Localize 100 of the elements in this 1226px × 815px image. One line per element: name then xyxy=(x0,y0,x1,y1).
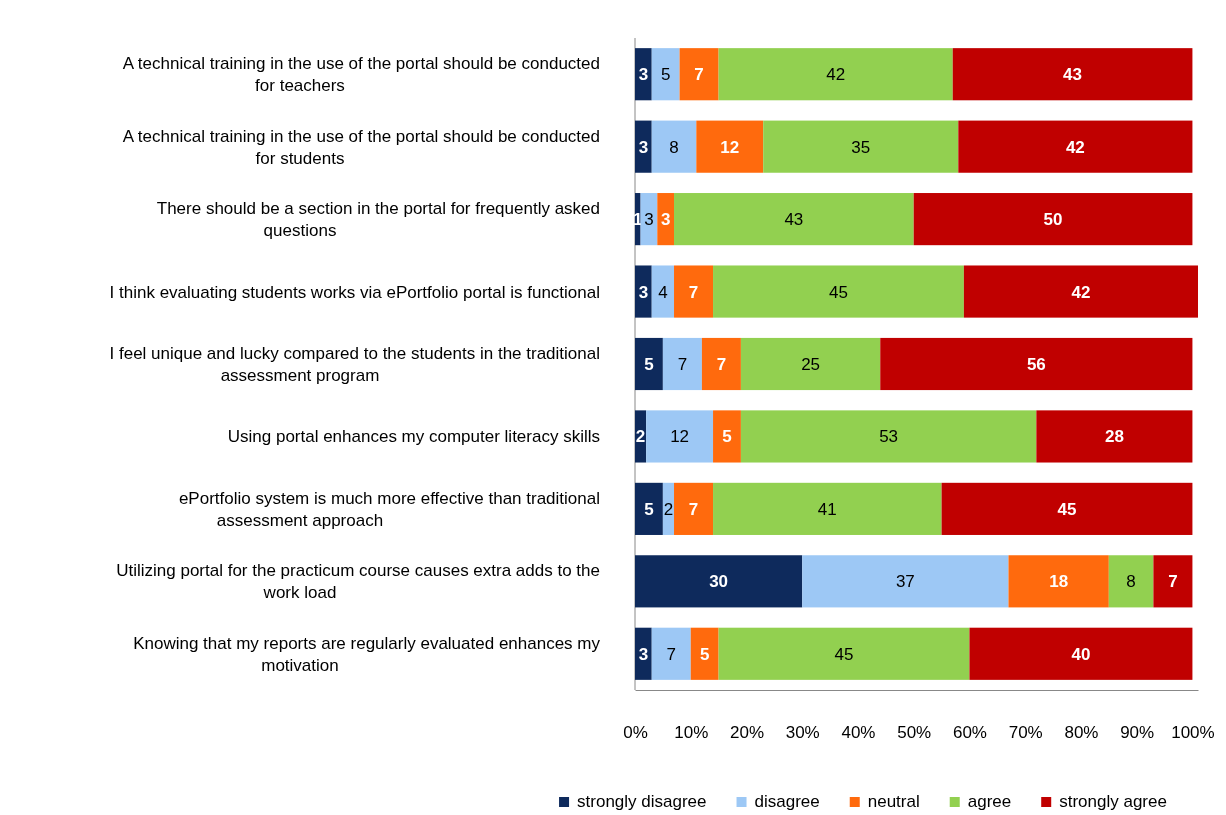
data-label: 35 xyxy=(851,137,871,157)
data-label: 45 xyxy=(1057,499,1077,519)
bar xyxy=(657,193,675,246)
bar xyxy=(763,120,959,173)
bar xyxy=(651,48,680,101)
data-label: 45 xyxy=(834,644,854,664)
bar xyxy=(718,627,970,680)
data-label: 5 xyxy=(644,499,654,519)
x-tick-label: 90% xyxy=(1120,723,1155,743)
data-label: 5 xyxy=(699,644,710,664)
y-tick-label: Using portal enhances my computer literacy skills xyxy=(227,427,600,447)
data-label: 42 xyxy=(1071,282,1091,302)
data-label: 5 xyxy=(722,427,732,447)
data-label: 3 xyxy=(638,65,649,85)
data-label: 42 xyxy=(1065,137,1085,157)
legend-label: neutral xyxy=(867,792,920,811)
legend-label: strongly agree xyxy=(1059,792,1167,811)
bar xyxy=(696,120,764,173)
data-label: 7 xyxy=(1168,572,1178,592)
bar xyxy=(713,482,942,535)
bar xyxy=(651,265,675,318)
data-label: 7 xyxy=(677,355,688,374)
y-tick-label: Utilizing portal for the practicum course causes extra adds to the work load xyxy=(116,561,600,603)
data-label: 42 xyxy=(826,65,846,85)
bar xyxy=(674,265,714,318)
data-label: 50 xyxy=(1043,210,1063,230)
data-label: 7 xyxy=(694,65,704,85)
bar xyxy=(646,410,714,463)
x-tick-label: 0% xyxy=(623,723,648,743)
x-tick-label: 10% xyxy=(674,723,709,743)
data-label: 53 xyxy=(879,427,899,447)
data-label: 4 xyxy=(658,282,668,302)
bar xyxy=(913,193,1193,246)
data-label: 5 xyxy=(644,355,654,374)
bar xyxy=(651,120,697,173)
bar xyxy=(958,120,1193,173)
bar xyxy=(718,48,953,101)
data-label: 56 xyxy=(1026,355,1046,374)
bar xyxy=(651,627,691,680)
bar xyxy=(701,337,741,391)
bar xyxy=(674,193,914,246)
x-tick-label: 100% xyxy=(1171,723,1215,743)
x-tick-label: 80% xyxy=(1064,723,1099,743)
bar xyxy=(740,337,881,391)
bar xyxy=(1008,555,1109,608)
data-label: 3 xyxy=(660,210,671,230)
data-label: 5 xyxy=(660,65,671,85)
data-label: 8 xyxy=(1126,572,1136,592)
bar xyxy=(713,265,964,318)
y-tick-label: ePortfolio system is much more effective than traditional assessment approach xyxy=(178,488,600,530)
y-tick-label: A technical training in the use of the portal should be conducted for students xyxy=(122,126,600,168)
data-label: 12 xyxy=(670,427,690,447)
data-label: 40 xyxy=(1071,644,1091,664)
bar xyxy=(635,120,652,173)
data-label: 18 xyxy=(1049,572,1069,592)
data-label: 2 xyxy=(663,499,674,519)
bar xyxy=(635,627,652,680)
y-tick-label: Knowing that my reports are regularly evaluated enhances my motivation xyxy=(133,633,601,675)
data-label: 2 xyxy=(635,427,646,447)
bar xyxy=(635,555,803,608)
bar xyxy=(635,337,663,391)
data-label: 28 xyxy=(1104,427,1124,447)
bar xyxy=(963,265,1198,318)
x-tick-label: 50% xyxy=(897,723,932,743)
legend-label: strongly disagree xyxy=(577,792,707,811)
legend-label: agree xyxy=(967,792,1012,811)
data-label: 7 xyxy=(688,499,699,519)
data-label: 7 xyxy=(688,282,699,302)
bar xyxy=(674,482,714,535)
bar xyxy=(952,48,1193,101)
bar xyxy=(679,48,719,101)
x-tick-label: 60% xyxy=(952,723,987,743)
data-label: 12 xyxy=(720,137,740,157)
y-tick-label: I feel unique and lucky compared to the students in the traditional assessment program xyxy=(109,344,600,385)
bar xyxy=(713,410,741,463)
x-tick-label: 70% xyxy=(1008,723,1043,743)
data-label: 43 xyxy=(784,210,804,230)
x-tick-label: 20% xyxy=(729,723,764,743)
bar xyxy=(941,482,1193,535)
y-tick-label: I think evaluating students works via ePortfolio portal is functional xyxy=(109,282,600,302)
data-label: 43 xyxy=(1063,65,1083,85)
bar xyxy=(969,627,1193,680)
bar xyxy=(662,337,702,391)
bar xyxy=(802,555,1009,608)
y-tick-label: A technical training in the use of the portal should be conducted for teachers xyxy=(122,54,600,96)
bar xyxy=(880,337,1193,391)
data-label: 25 xyxy=(801,355,821,374)
data-label: 3 xyxy=(638,282,649,302)
y-tick-label: There should be a section in the portal for frequently asked questions xyxy=(156,199,600,241)
legend-label: disagree xyxy=(754,792,820,811)
bar xyxy=(1108,555,1154,608)
bar xyxy=(690,627,719,680)
bar xyxy=(740,410,1037,463)
data-label: 3 xyxy=(644,210,654,230)
bar xyxy=(635,48,652,101)
bar xyxy=(635,265,652,318)
data-label: 45 xyxy=(829,282,848,302)
data-label: 3 xyxy=(638,137,649,157)
data-label: 7 xyxy=(716,355,727,374)
data-label: 7 xyxy=(666,644,676,664)
